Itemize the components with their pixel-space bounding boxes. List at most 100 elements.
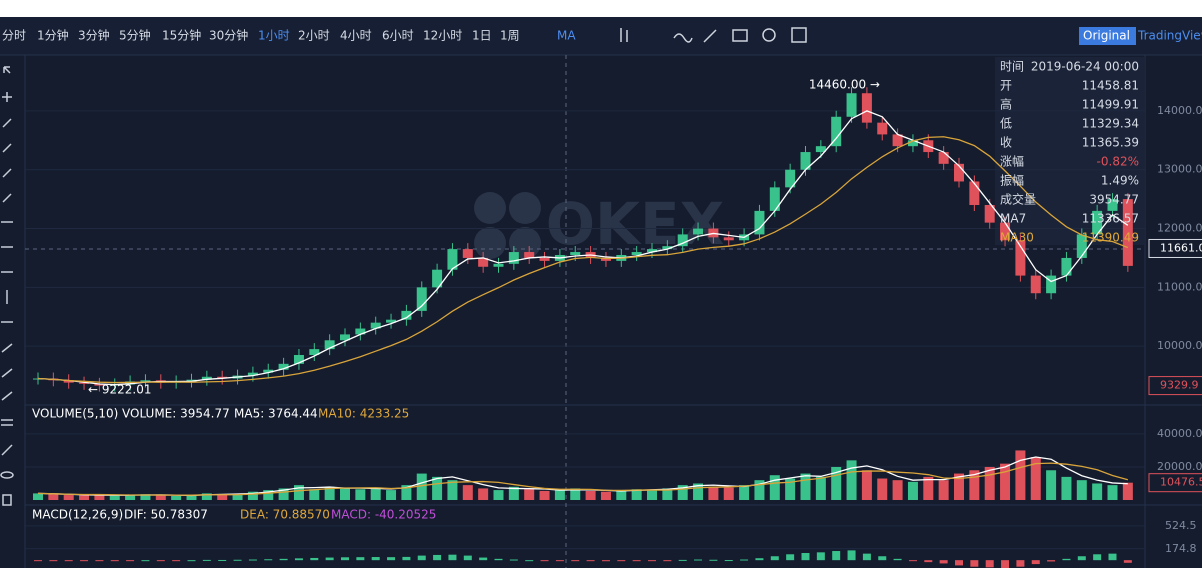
candle <box>861 93 872 123</box>
macd-bar <box>862 553 871 561</box>
interval-button[interactable]: 1周 <box>500 29 520 43</box>
interval-button[interactable]: 1小时 <box>258 29 290 43</box>
macd-bar <box>126 560 135 562</box>
candle <box>723 237 734 241</box>
volume-legend: MA5: 3764.44 <box>234 407 318 421</box>
interval-button[interactable]: 分时 <box>2 29 26 43</box>
volume-bar <box>109 495 120 500</box>
candle <box>1092 210 1103 235</box>
candle <box>1076 234 1087 258</box>
macd-bar <box>924 560 933 563</box>
interval-button[interactable]: 1日 <box>472 29 492 43</box>
interval-button[interactable]: 4小时 <box>340 29 372 43</box>
interval-button[interactable]: 5分钟 <box>119 28 151 43</box>
y-tick-label: 524.5 <box>1165 519 1197 532</box>
info-box <box>995 57 1145 245</box>
volume-bar <box>401 485 412 500</box>
y-tick-label: 174.8 <box>1165 542 1197 555</box>
volume-bar <box>447 480 458 500</box>
macd-bar <box>908 560 917 562</box>
candle <box>79 382 90 384</box>
macd-bar <box>187 560 196 562</box>
interval-button[interactable]: 1分钟 <box>37 28 69 43</box>
candle <box>1122 199 1133 266</box>
candle <box>247 372 258 376</box>
volume-bar <box>171 495 182 500</box>
candle <box>309 349 320 355</box>
volume-bar <box>831 466 842 500</box>
indicator-button[interactable]: MA <box>557 29 576 43</box>
candle <box>370 322 381 329</box>
volume-bar <box>201 493 212 500</box>
macd-bar <box>970 560 979 567</box>
candle <box>293 355 304 364</box>
candle <box>907 140 918 147</box>
ma30-line <box>37 136 1129 384</box>
volume-bar <box>1076 480 1087 500</box>
ma7-line <box>37 110 1129 386</box>
volume-bar <box>94 494 105 500</box>
macd-bar <box>847 550 856 561</box>
macd-bar <box>402 556 411 561</box>
info-value: 11336.57 <box>1082 212 1139 226</box>
volume-legend: MA10: 4233.25 <box>318 407 409 421</box>
macd-bar <box>509 559 518 561</box>
candle <box>1000 222 1011 241</box>
info-value: 11499.91 <box>1082 98 1139 112</box>
y-tick-label: 40000.0 <box>1157 427 1202 440</box>
macd-bar <box>1077 556 1086 561</box>
macd-bar <box>264 559 273 561</box>
volume-badge <box>1148 473 1202 493</box>
candle <box>94 383 105 386</box>
macd-bar <box>294 558 303 561</box>
volume-bar <box>508 486 519 500</box>
view-tab[interactable]: Original <box>1083 29 1130 43</box>
macd-bar <box>417 555 426 561</box>
info-value: 11390.49 <box>1082 231 1139 245</box>
macd-bar <box>371 557 380 561</box>
interval-button[interactable]: 6小时 <box>382 29 414 43</box>
price-badge-label: 9329.9 <box>1160 379 1199 392</box>
volume-ma10-line <box>37 462 1129 496</box>
y-tick-label: 12000.0 <box>1157 222 1202 235</box>
info-value: 11458.81 <box>1082 79 1139 93</box>
watermark: OKEX <box>546 190 725 258</box>
interval-button[interactable]: 30分钟 <box>209 28 248 43</box>
candle <box>1030 275 1041 294</box>
macd-bar <box>218 559 227 561</box>
macd-bar <box>341 557 349 561</box>
interval-button[interactable]: 3分钟 <box>78 28 110 43</box>
volume-bar <box>263 490 274 500</box>
volume-bar <box>677 485 688 500</box>
drawing-tools[interactable] <box>0 66 14 506</box>
info-key: MA7 <box>1000 212 1026 226</box>
macd-bar <box>202 559 211 561</box>
toolbar <box>0 17 1202 55</box>
interval-button[interactable]: 2小时 <box>298 29 330 43</box>
info-value: 11365.39 <box>1082 136 1139 150</box>
volume-bar <box>524 489 535 500</box>
interval-button[interactable]: 15分钟 <box>162 28 201 43</box>
volume-bar <box>386 490 397 500</box>
candle <box>800 152 811 170</box>
y-tick-label: 11000.0 <box>1157 280 1202 293</box>
view-tab[interactable]: TradingView <box>1137 29 1202 43</box>
volume-bar <box>1092 483 1103 500</box>
toolbar-icons[interactable] <box>620 27 807 43</box>
candle <box>447 249 458 270</box>
macd-bar <box>64 560 73 562</box>
macd-legend: DIF: 50.78307 <box>124 508 208 522</box>
info-value: 1.49% <box>1101 174 1139 188</box>
volume-badge-label: 10476.5 <box>1160 476 1202 489</box>
volume-bar <box>232 494 243 500</box>
candle <box>63 380 74 383</box>
volume-bar <box>907 481 918 500</box>
candle <box>677 234 688 247</box>
interval-button[interactable]: 12小时 <box>423 29 462 43</box>
macd-bar <box>755 558 764 561</box>
macd-bar <box>1016 560 1025 567</box>
volume-bar <box>1122 482 1133 500</box>
macd-bar <box>1062 558 1071 561</box>
volume-bar <box>217 494 228 500</box>
